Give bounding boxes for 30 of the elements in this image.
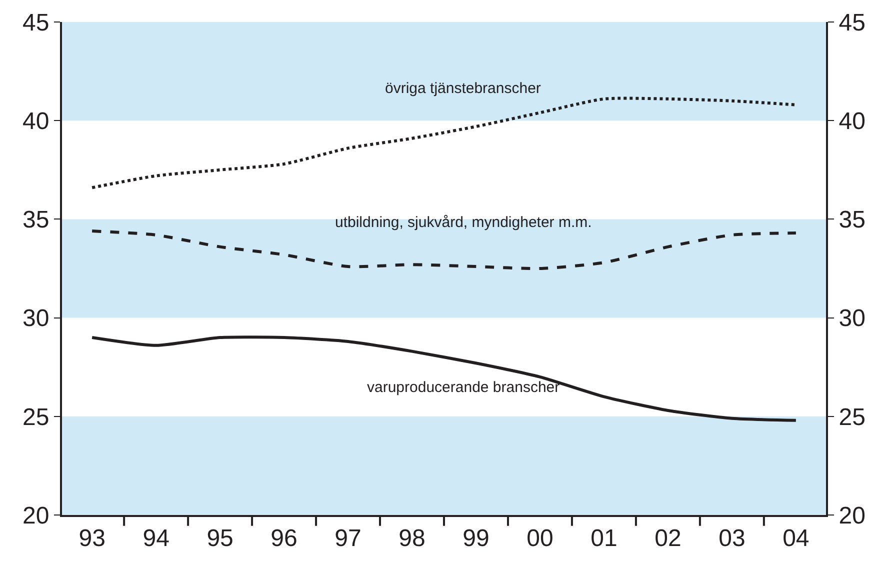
x-tick-label: 00 — [526, 524, 554, 552]
line-series — [90, 96, 798, 190]
line-series — [90, 230, 798, 270]
x-tick-label: 04 — [782, 524, 810, 552]
series-label: varuproducerande branscher — [367, 379, 560, 396]
x-tick-label: 01 — [590, 524, 618, 552]
y-tick-label: 20 — [22, 502, 50, 530]
x-tick-label: 96 — [270, 524, 298, 552]
y-tick-label: 25 — [22, 404, 50, 431]
y2-tick-label: 40 — [838, 108, 866, 135]
series-label: övriga tjänstebranscher — [385, 80, 541, 97]
x-tick-label: 97 — [334, 524, 362, 552]
x-tick-label: 95 — [206, 524, 234, 552]
x-tick-label: 99 — [462, 524, 490, 552]
x-tick-label: 03 — [718, 524, 746, 552]
x-tick-label: 02 — [654, 524, 682, 552]
x-tick-label: 93 — [78, 524, 106, 552]
y2-tick-label: 35 — [838, 206, 866, 234]
y-tick-label: 30 — [22, 305, 50, 332]
line-series — [90, 336, 798, 422]
y2-tick-label: 25 — [838, 404, 866, 431]
y2-tick-label: 45 — [838, 9, 866, 36]
y2-tick-label: 20 — [838, 502, 866, 530]
y-tick-label: 40 — [22, 108, 50, 135]
text: utbildning, sjukvård, myndigheter m.m. — [335, 214, 592, 231]
y-tick-label: 35 — [22, 206, 50, 234]
x-tick-label: 98 — [398, 524, 426, 552]
x-tick-label: 94 — [142, 524, 170, 552]
y2-tick-label: 30 — [838, 305, 866, 332]
y-tick-label: 45 — [22, 9, 50, 36]
